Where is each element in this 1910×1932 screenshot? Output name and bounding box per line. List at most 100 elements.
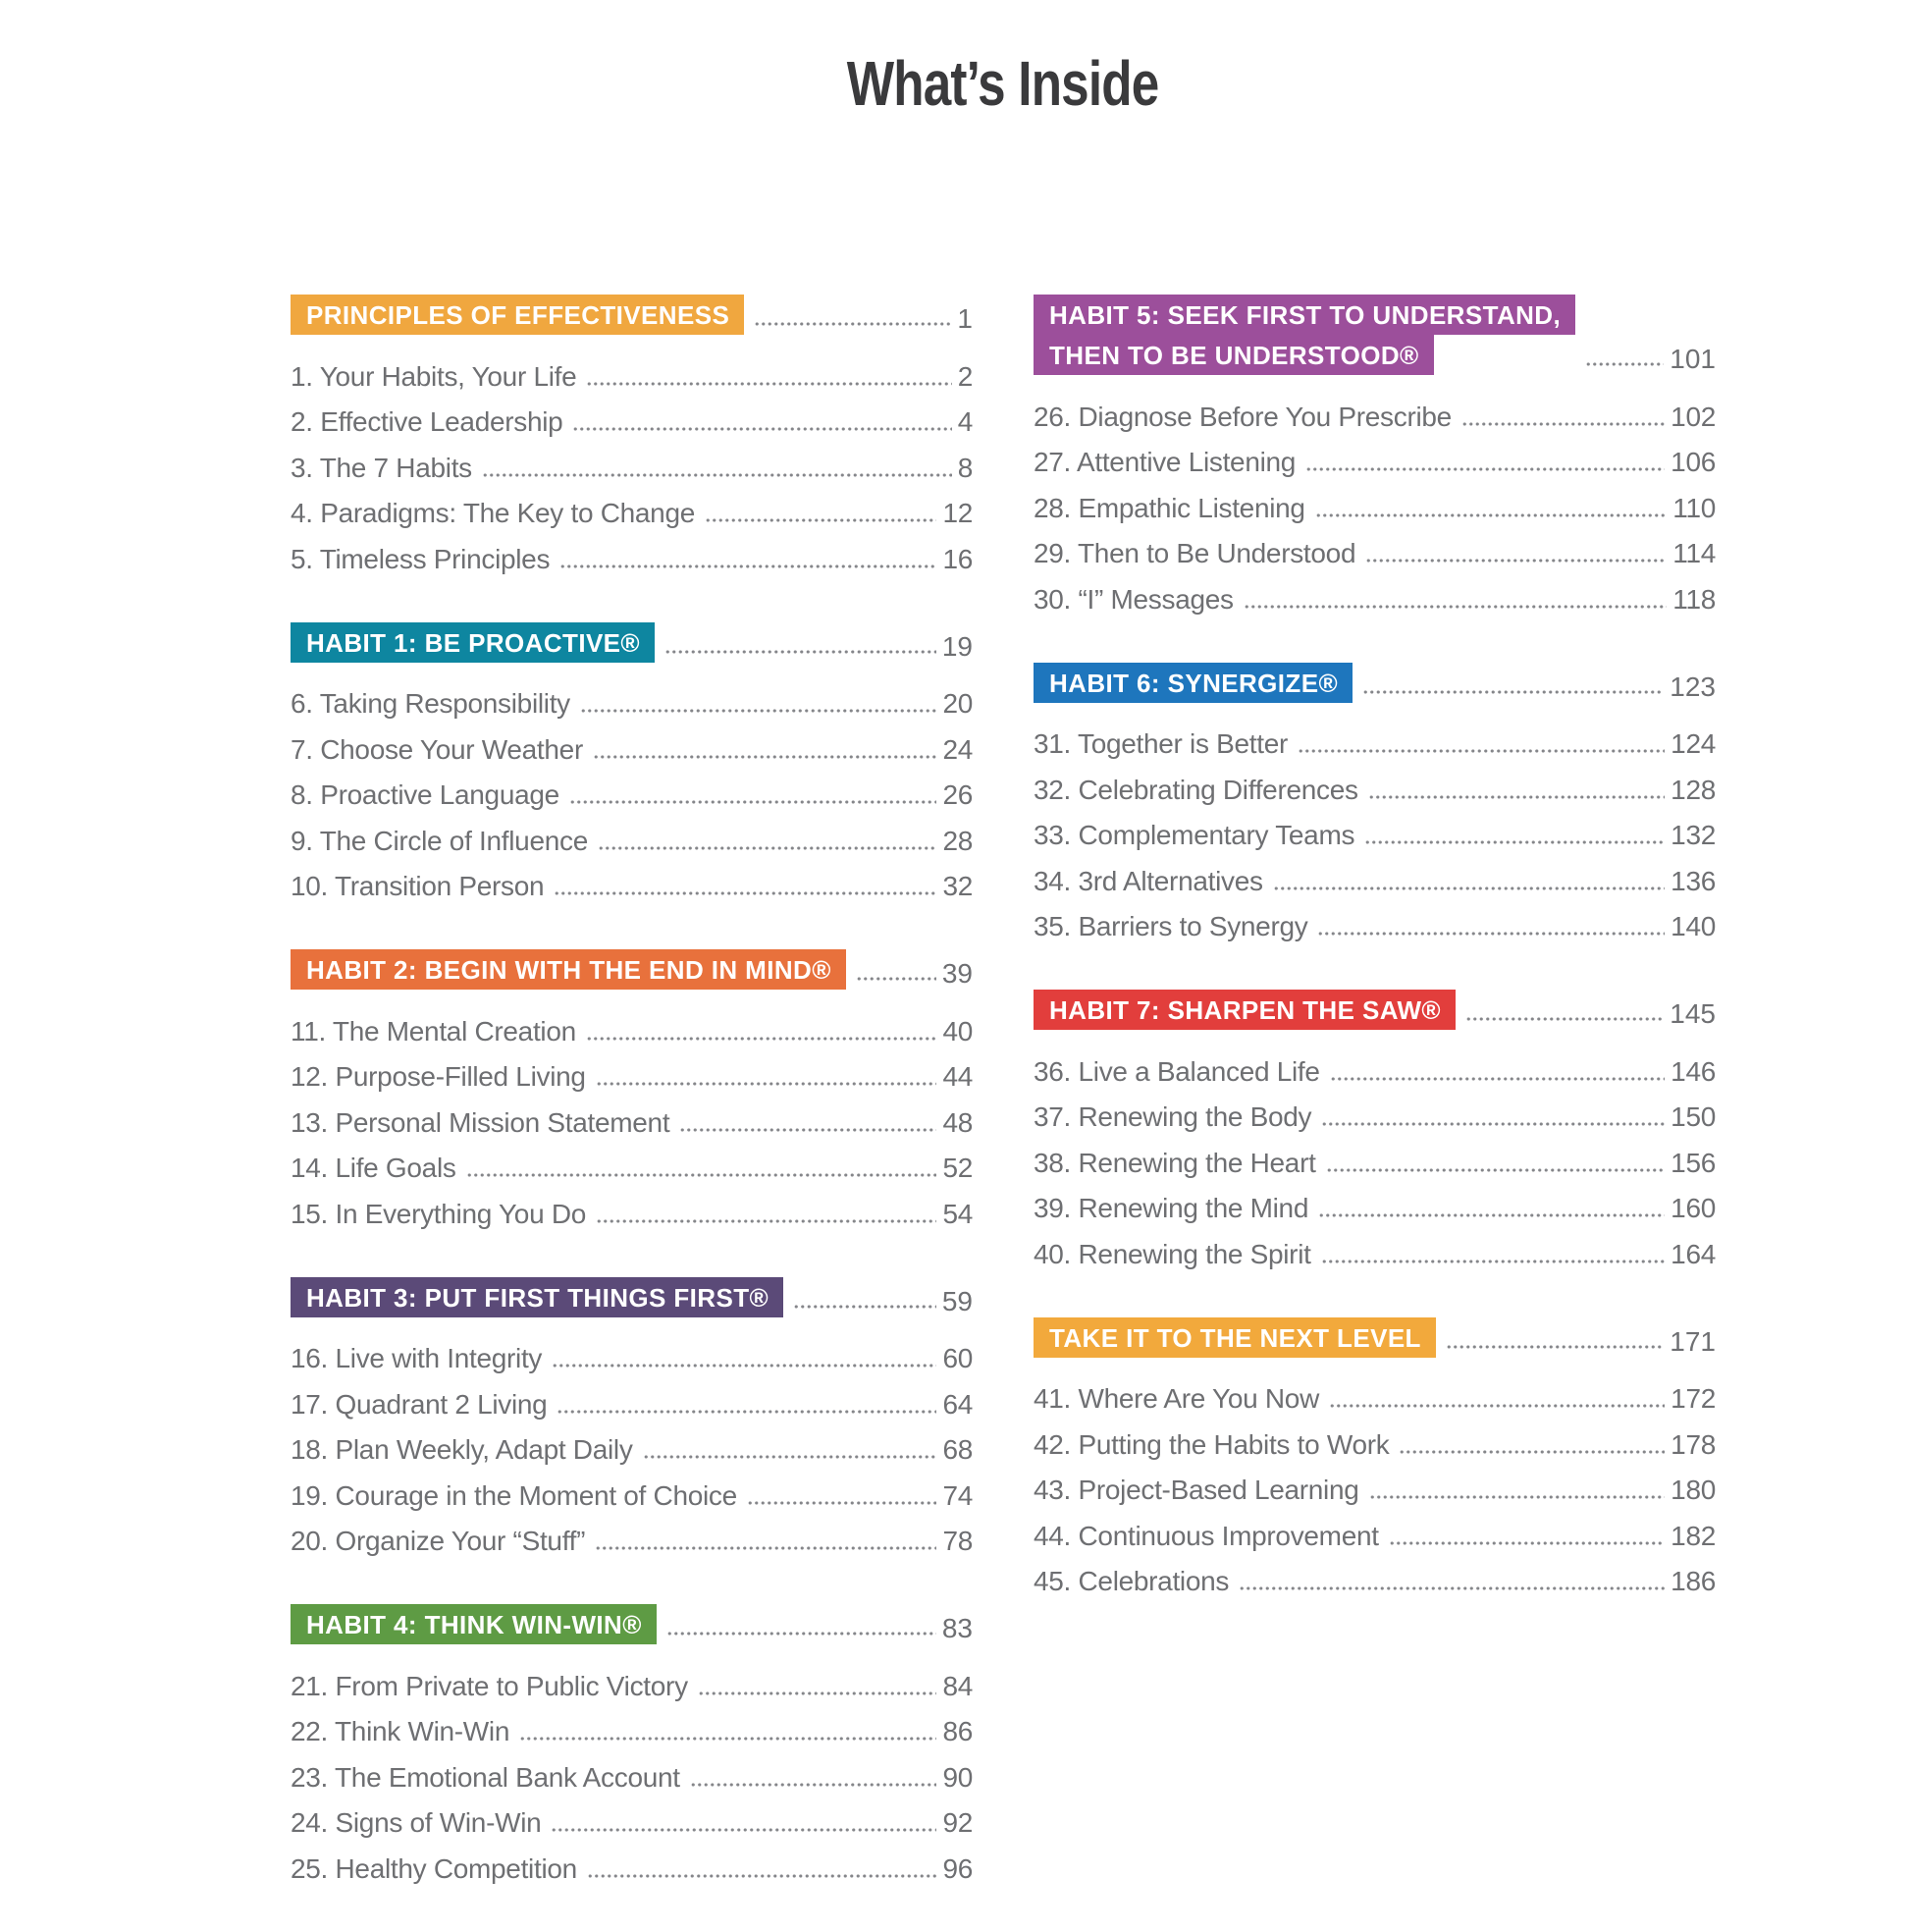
toc-entry-page-number: 102 <box>1671 401 1716 432</box>
toc-entry-label: 5. Timeless Principles <box>291 543 551 574</box>
toc-entry-label: 30. “I” Messages <box>1034 583 1234 615</box>
toc-entry-page-number: 54 <box>942 1198 973 1229</box>
toc-entry-page-number: 74 <box>942 1479 973 1511</box>
toc-entry-page-number: 60 <box>942 1343 973 1373</box>
toc-entry-label: 26. Diagnose Before You Prescribe <box>1034 401 1452 432</box>
toc-entry-page-number: 92 <box>942 1807 973 1838</box>
dot-leader <box>793 1304 936 1309</box>
dot-leader <box>596 1218 937 1223</box>
toc-entry-page-number: 150 <box>1671 1101 1716 1132</box>
toc-entry-page-number: 52 <box>942 1153 973 1183</box>
toc-entry-label: 39. Renewing the Mind <box>1034 1193 1309 1223</box>
toc-entry-page-number: 132 <box>1671 820 1716 850</box>
dot-leader <box>1320 1259 1666 1263</box>
dot-leader <box>557 1409 937 1414</box>
toc-entry: 34. 3rd Alternatives 136 <box>1034 851 1716 897</box>
dot-leader <box>1329 1076 1666 1081</box>
dot-leader <box>1364 840 1666 844</box>
dot-leader <box>1362 689 1665 694</box>
toc-entry: 39. Renewing the Mind 160 <box>1034 1179 1716 1225</box>
section-page-number: 59 <box>941 1285 973 1316</box>
toc-entry: 45. Celebrations 186 <box>1034 1552 1716 1598</box>
toc-entry-label: 7. Choose Your Weather <box>291 733 583 765</box>
toc-entry-page-number: 140 <box>1671 911 1716 941</box>
toc-entry-page-number: 4 <box>957 406 974 437</box>
toc-entry-label: 45. Celebrations <box>1034 1566 1230 1596</box>
toc-section: HABIT 6: SYNERGIZE® 123 31. Together is Be… <box>1034 662 1716 943</box>
toc-entry: 1. Your Habits, Your Life 2 <box>291 347 973 393</box>
dot-leader <box>592 754 937 759</box>
dot-leader <box>679 1127 937 1132</box>
section-header-badge-line: HABIT 4: THINK WIN-WIN® <box>291 1604 657 1644</box>
toc-section: HABIT 5: SEEK FIRST TO UNDERSTAND, THEN T… <box>1034 295 1716 616</box>
section-header-badge: PRINCIPLES OF EFFECTIVENESS <box>291 295 745 335</box>
dot-leader <box>746 1500 937 1505</box>
toc-entry: 35. Barriers to Synergy 140 <box>1034 897 1716 943</box>
toc-entry-page-number: 32 <box>942 871 973 901</box>
dot-leader <box>1305 467 1666 471</box>
dot-leader <box>663 649 936 654</box>
toc-entry-label: 37. Renewing the Body <box>1034 1101 1312 1132</box>
section-page-number: 123 <box>1670 671 1716 702</box>
dot-leader <box>1321 1122 1666 1126</box>
toc-section: HABIT 3: PUT FIRST THINGS FIRST® 59 16. Li… <box>291 1276 973 1558</box>
toc-entry: 36. Live a Balanced Life 146 <box>1034 1042 1716 1088</box>
dot-leader <box>665 1632 936 1636</box>
toc-entry-page-number: 110 <box>1672 492 1716 523</box>
dot-leader <box>689 1782 937 1787</box>
toc-entry-label: 27. Attentive Listening <box>1034 447 1297 477</box>
toc-entry: 12. Purpose-Filled Living 44 <box>291 1047 973 1094</box>
toc-entry-page-number: 106 <box>1671 447 1716 477</box>
toc-entry-page-number: 2 <box>957 360 974 392</box>
toc-section: HABIT 7: SHARPEN THE SAW® 145 36. Live a B… <box>1034 990 1716 1270</box>
toc-entry: 6. Taking Responsibility 20 <box>291 674 973 721</box>
dot-leader <box>1388 1540 1666 1545</box>
dot-leader <box>1314 512 1668 517</box>
toc-entry-page-number: 90 <box>942 1761 973 1793</box>
dot-leader <box>595 1082 937 1086</box>
toc-entry-label: 11. The Mental Creation <box>291 1015 576 1046</box>
toc-column-left: PRINCIPLES OF EFFECTIVENESS 1 1. Your Habi… <box>291 295 973 1932</box>
dot-leader <box>519 1737 937 1741</box>
dot-leader <box>585 1036 937 1041</box>
toc-entry-page-number: 156 <box>1671 1147 1716 1178</box>
toc-entry-label: 41. Where Are You Now <box>1034 1383 1319 1414</box>
toc-entry: 19. Courage in the Moment of Choice 74 <box>291 1466 973 1512</box>
toc-section: HABIT 1: BE PROACTIVE® 19 6. Taking Respon… <box>291 621 973 903</box>
toc-section-header: HABIT 4: THINK WIN-WIN® 83 <box>291 1604 973 1644</box>
toc-entry-page-number: 128 <box>1671 774 1716 805</box>
dot-leader <box>1399 1449 1666 1454</box>
dot-leader <box>855 977 936 981</box>
toc-entry-label: 9. The Circle of Influence <box>291 825 588 856</box>
toc-section-header: HABIT 6: SYNERGIZE® 123 <box>1034 662 1716 703</box>
toc-entry-label: 17. Quadrant 2 Living <box>291 1388 548 1420</box>
toc-entry-page-number: 84 <box>942 1670 973 1701</box>
dot-leader <box>572 427 952 431</box>
toc-entry: 10. Transition Person 32 <box>291 857 973 903</box>
section-header-badge: HABIT 1: BE PROACTIVE® <box>291 621 655 663</box>
dot-leader <box>1317 932 1666 936</box>
toc-entry-page-number: 26 <box>942 779 973 810</box>
toc-entry: 31. Together is Better 124 <box>1034 715 1716 761</box>
toc-entry: 13. Personal Mission Statement 48 <box>291 1093 973 1139</box>
toc-entry-page-number: 64 <box>942 1388 973 1420</box>
toc-entry-label: 1. Your Habits, Your Life <box>291 360 577 392</box>
toc-entry-label: 32. Celebrating Differences <box>1034 774 1358 805</box>
dot-leader <box>754 322 952 326</box>
toc-entry: 28. Empathic Listening 110 <box>1034 478 1716 524</box>
toc-entry-label: 43. Project-Based Learning <box>1034 1475 1359 1505</box>
page-title: What’s Inside <box>291 47 1716 120</box>
section-page-number: 19 <box>941 630 973 662</box>
dot-leader <box>1325 1167 1666 1172</box>
dot-leader <box>1445 1344 1665 1349</box>
toc-entry: 14. Life Goals 52 <box>291 1139 973 1185</box>
toc-entry: 29. Then to Be Understood 114 <box>1034 524 1716 570</box>
toc-entry: 44. Continuous Improvement 182 <box>1034 1506 1716 1552</box>
toc-section-header: HABIT 5: SEEK FIRST TO UNDERSTAND, THEN T… <box>1034 295 1716 375</box>
toc-entry-page-number: 124 <box>1671 728 1716 759</box>
toc-entry: 15. In Everything You Do 54 <box>291 1184 973 1230</box>
page-title-text: What’s Inside <box>847 48 1160 119</box>
toc-entry: 43. Project-Based Learning 180 <box>1034 1461 1716 1507</box>
toc-section-header: HABIT 2: BEGIN WITH THE END IN MIND® 39 <box>291 949 973 990</box>
toc-entry-page-number: 68 <box>942 1434 973 1465</box>
